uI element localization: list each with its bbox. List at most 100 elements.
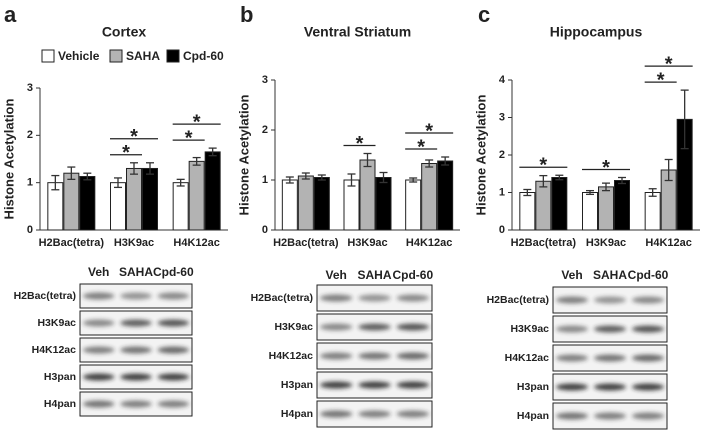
blot-column-label: SAHA [593, 268, 627, 282]
blot-band [396, 294, 429, 302]
error-bar [441, 156, 450, 166]
bar [63, 172, 80, 231]
blot-band [396, 381, 429, 389]
blot-band [320, 323, 353, 331]
significance-star: * [130, 126, 138, 148]
blot-band [556, 296, 588, 304]
blot-column-label: Cpd-60 [153, 265, 194, 279]
blot-column-label: Veh [325, 268, 346, 282]
blot-band [157, 373, 190, 381]
blot-band [82, 400, 115, 408]
significance-star: * [425, 120, 433, 142]
y-tick-label: 1 [499, 186, 505, 198]
error-bar [83, 172, 92, 181]
significance-star: * [657, 69, 665, 91]
blot-band [632, 383, 664, 391]
bar [188, 160, 205, 231]
blot-band [358, 381, 391, 389]
chart-title: Cortex [102, 24, 147, 40]
panel-letter: a [4, 2, 17, 27]
y-tick-label: 2 [27, 129, 33, 141]
y-axis-label: Histone Acetylation [473, 95, 488, 216]
bar [313, 177, 330, 231]
x-tick-label: H4K12ac [173, 237, 219, 249]
significance-star: * [539, 155, 547, 177]
blot-row-label: H4K12ac [505, 352, 550, 364]
significance-star: * [356, 133, 364, 155]
error-bar [523, 188, 532, 197]
error-bar [409, 177, 418, 183]
blot-column-label: Veh [561, 268, 582, 282]
blot-band [120, 400, 152, 408]
x-tick-label: H2Bac(tetra) [511, 237, 577, 249]
y-tick-label: 2 [499, 149, 505, 161]
y-tick-label: 3 [27, 82, 33, 94]
y-tick-label: 0 [27, 224, 33, 236]
legend-swatch [41, 49, 55, 63]
blot-band [556, 325, 588, 333]
significance-star: * [602, 157, 610, 179]
error-bar [539, 174, 548, 188]
x-tick-label: H2Bac(tetra) [39, 237, 105, 249]
y-tick-label: 1 [262, 174, 268, 186]
legend-label: Cpd-60 [183, 49, 224, 63]
blot-band [120, 346, 152, 354]
x-tick-label: H2Bac(tetra) [273, 237, 339, 249]
error-bar [176, 178, 185, 187]
error-bar [67, 166, 76, 181]
significance-star: * [665, 53, 673, 75]
bar [519, 192, 536, 231]
legend-label: SAHA [126, 49, 160, 63]
y-tick-label: 4 [499, 74, 506, 86]
blot-band [358, 352, 391, 360]
bar [405, 179, 422, 231]
blot-band [320, 352, 353, 360]
blot-band [320, 381, 353, 389]
blot-band [320, 294, 353, 302]
blot-row-label: H4pan [517, 410, 549, 422]
error-bar [208, 147, 217, 157]
x-tick-label: H3K9ac [347, 237, 387, 249]
blot-band [396, 410, 429, 418]
blot-band [632, 296, 664, 304]
blot-row-label: H2Bac(tetra) [487, 294, 549, 306]
blot-band [396, 352, 429, 360]
blot-band [157, 400, 190, 408]
blot-row-label: H4pan [44, 398, 76, 410]
error-bar [379, 171, 388, 184]
error-bar [146, 162, 154, 175]
chart-title: Ventral Striatum [304, 24, 411, 40]
error-bar [648, 188, 657, 197]
bar [644, 192, 661, 231]
blot-band [632, 412, 664, 420]
error-bar [555, 174, 564, 181]
y-axis-label: Histone Acetylation [236, 95, 251, 216]
blot-row-label: H3pan [517, 381, 549, 393]
blot-band [82, 319, 115, 327]
blot-row-label: H2Bac(tetra) [14, 290, 76, 302]
x-tick-label: H3K9ac [114, 237, 154, 249]
blot-band [556, 383, 588, 391]
error-bar [317, 174, 326, 181]
bar [551, 177, 568, 231]
blot-row-label: H3K9ac [37, 317, 76, 329]
chart-title: Hippocampus [550, 24, 643, 40]
bar [421, 163, 438, 231]
error-bar [347, 173, 356, 187]
bar [343, 179, 360, 231]
significance-star: * [417, 136, 425, 158]
x-tick-label: H4K12ac [645, 237, 691, 249]
blot-band [632, 354, 664, 362]
blot-column-label: SAHA [119, 265, 153, 279]
x-tick-label: H3K9ac [586, 237, 626, 249]
blot-row-label: H4K12ac [269, 350, 314, 362]
error-bar [130, 162, 138, 175]
blot-band [82, 346, 115, 354]
error-bar [301, 172, 310, 180]
blot-band [82, 292, 115, 300]
blot-row-label: H3pan [44, 371, 76, 383]
blot-band [594, 383, 626, 391]
error-bar [285, 176, 294, 184]
blot-band [320, 410, 353, 418]
